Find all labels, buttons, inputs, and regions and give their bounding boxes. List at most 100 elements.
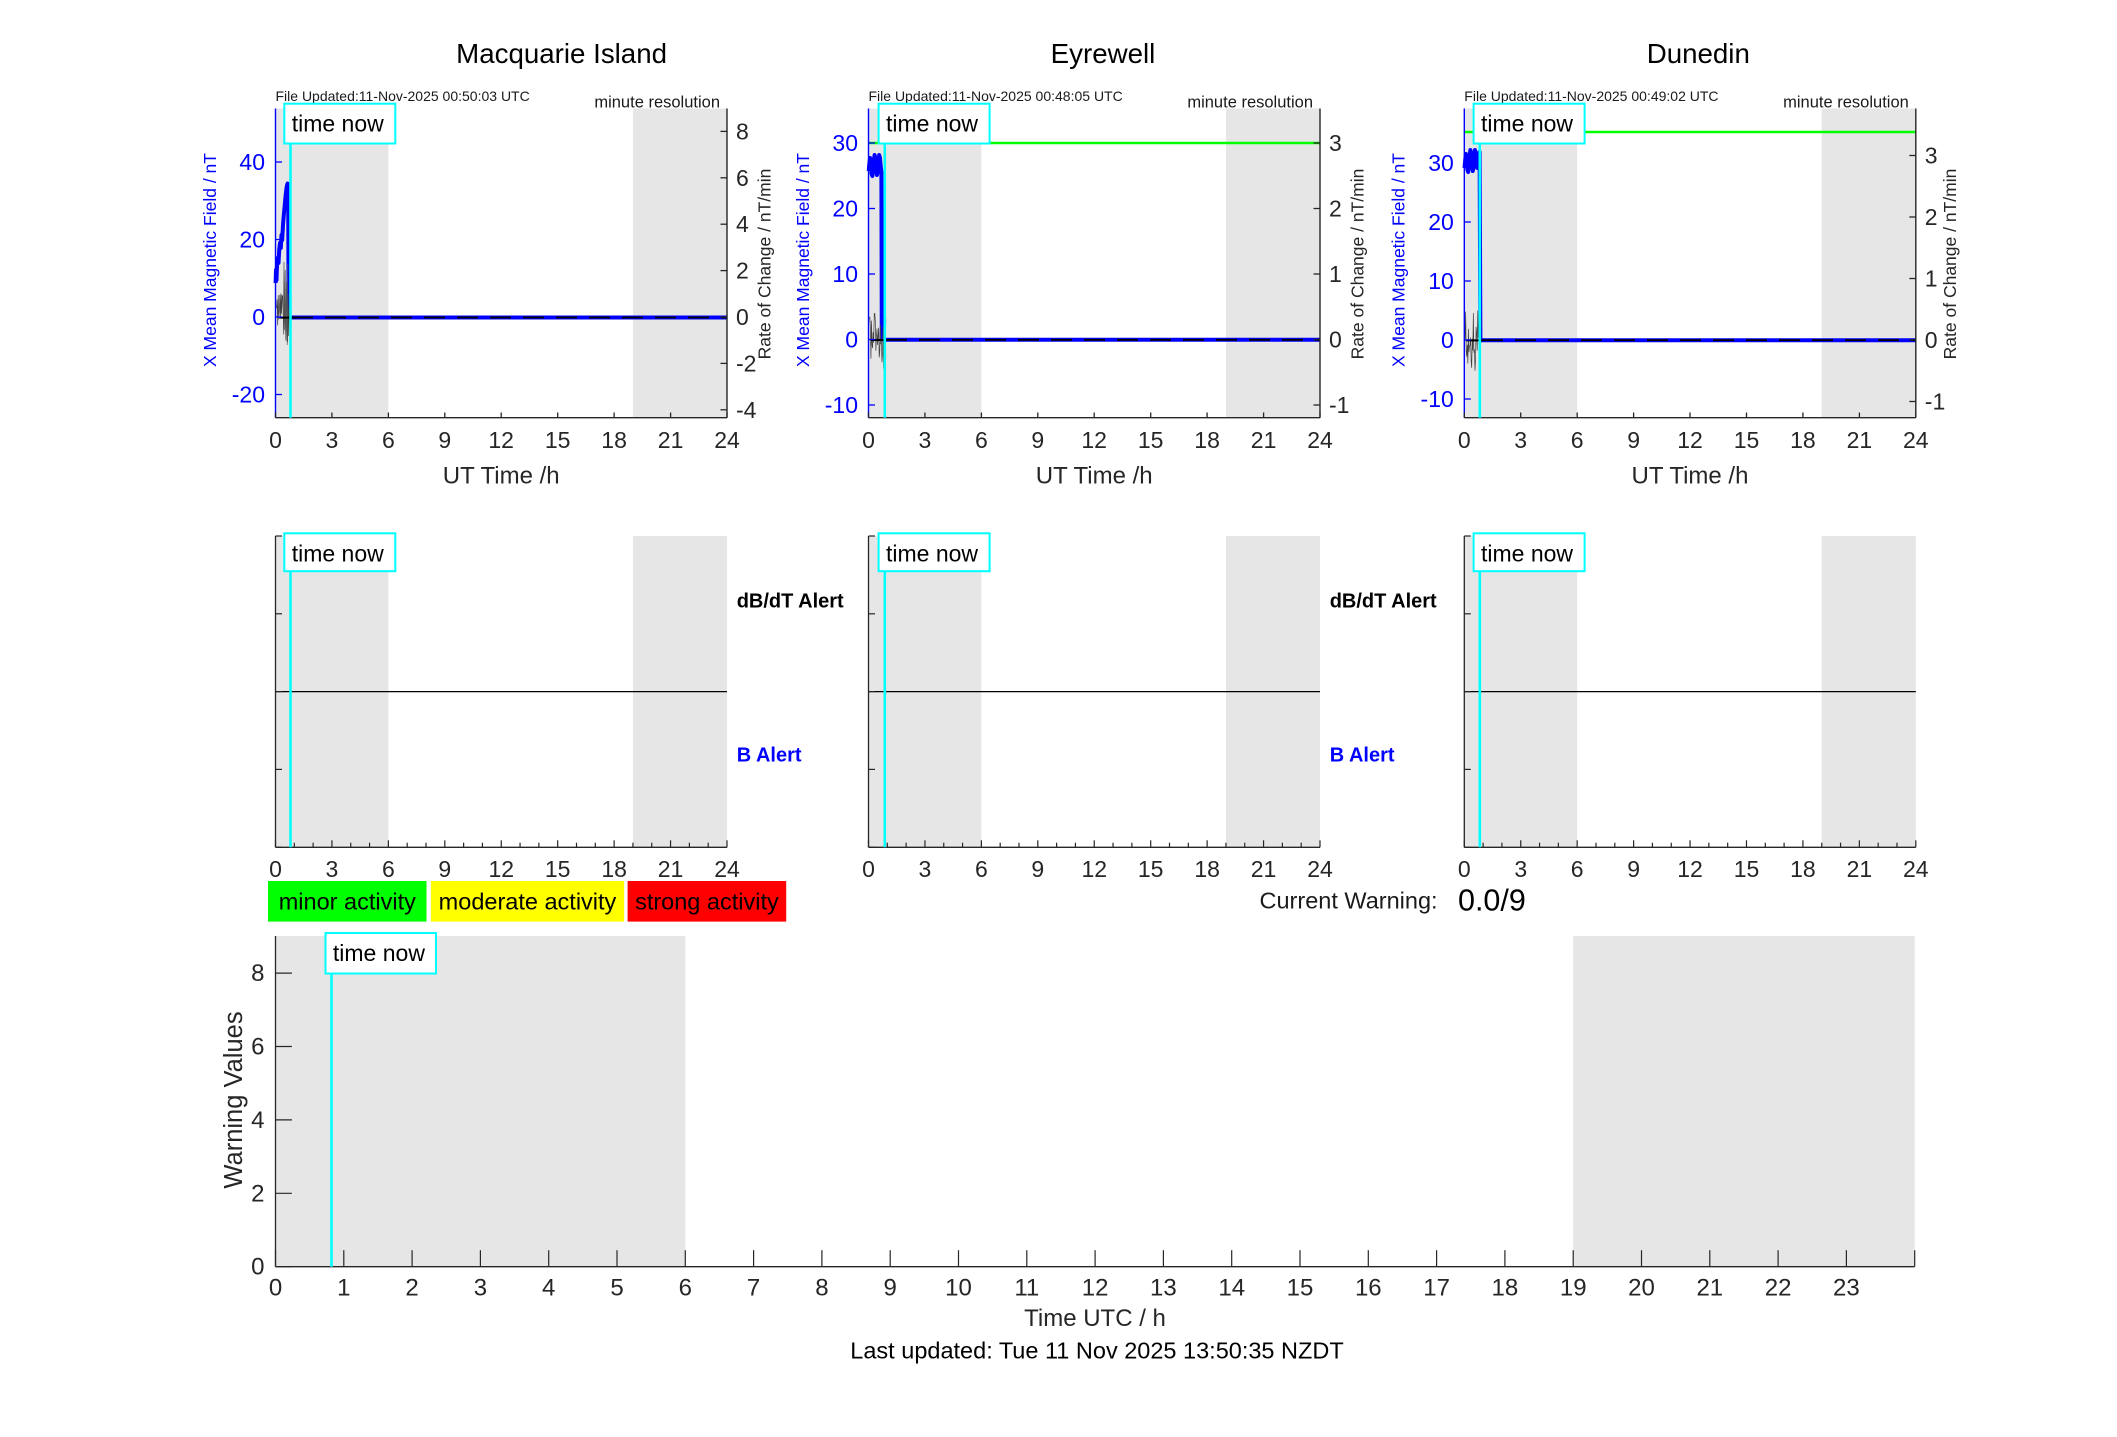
- svg-text:15: 15: [1734, 856, 1760, 882]
- svg-text:9: 9: [884, 1275, 897, 1302]
- svg-text:Eyrewell: Eyrewell: [1051, 38, 1156, 69]
- svg-text:B Alert: B Alert: [737, 745, 802, 767]
- svg-text:-1: -1: [1925, 389, 1945, 415]
- svg-text:21: 21: [1251, 427, 1277, 453]
- svg-text:6: 6: [736, 165, 749, 191]
- svg-text:time now: time now: [886, 540, 978, 566]
- svg-text:9: 9: [1031, 427, 1044, 453]
- svg-text:21: 21: [658, 856, 684, 882]
- svg-text:-20: -20: [232, 382, 265, 408]
- svg-text:18: 18: [601, 427, 627, 453]
- svg-text:30: 30: [1428, 150, 1454, 176]
- svg-text:9: 9: [438, 427, 451, 453]
- svg-text:12: 12: [1081, 856, 1107, 882]
- svg-text:18: 18: [1492, 1275, 1519, 1302]
- svg-text:24: 24: [1903, 856, 1929, 882]
- svg-text:24: 24: [1307, 427, 1333, 453]
- svg-text:minute resolution: minute resolution: [1783, 94, 1909, 112]
- svg-text:strong activity: strong activity: [635, 889, 779, 915]
- svg-text:6: 6: [679, 1275, 692, 1302]
- svg-text:15: 15: [545, 427, 571, 453]
- svg-text:File Updated:11-Nov-2025 00:49: File Updated:11-Nov-2025 00:49:02 UTC: [1464, 88, 1718, 104]
- svg-text:19: 19: [1560, 1275, 1587, 1302]
- svg-text:time now: time now: [1481, 540, 1573, 566]
- svg-text:20: 20: [239, 227, 265, 253]
- svg-text:time now: time now: [886, 111, 978, 137]
- svg-text:minute resolution: minute resolution: [1187, 94, 1313, 112]
- svg-text:11: 11: [1014, 1275, 1039, 1302]
- svg-text:3: 3: [474, 1275, 487, 1302]
- svg-text:6: 6: [1571, 856, 1584, 882]
- svg-text:16: 16: [1355, 1275, 1382, 1302]
- svg-text:0: 0: [862, 856, 875, 882]
- svg-text:13: 13: [1150, 1275, 1177, 1302]
- svg-text:21: 21: [658, 427, 684, 453]
- svg-text:UT Time /h: UT Time /h: [1036, 463, 1153, 490]
- svg-text:time now: time now: [292, 111, 384, 137]
- svg-text:2: 2: [405, 1275, 418, 1302]
- svg-text:1: 1: [1925, 266, 1938, 292]
- svg-text:12: 12: [1082, 1275, 1109, 1302]
- svg-text:5: 5: [610, 1275, 623, 1302]
- svg-text:15: 15: [1138, 427, 1164, 453]
- svg-text:3: 3: [1514, 427, 1527, 453]
- svg-text:dB/dT Alert: dB/dT Alert: [737, 591, 844, 613]
- svg-text:Dunedin: Dunedin: [1647, 38, 1750, 69]
- svg-text:Warning Values: Warning Values: [220, 1011, 248, 1188]
- svg-text:-2: -2: [736, 350, 756, 376]
- svg-text:20: 20: [1628, 1275, 1655, 1302]
- svg-text:14: 14: [1218, 1275, 1245, 1302]
- svg-text:9: 9: [1627, 856, 1640, 882]
- svg-text:0: 0: [845, 327, 858, 353]
- svg-text:Rate of Change / nT/min: Rate of Change / nT/min: [1348, 169, 1368, 360]
- svg-text:3: 3: [326, 856, 339, 882]
- svg-text:2: 2: [736, 258, 749, 284]
- svg-text:0: 0: [862, 427, 875, 453]
- svg-text:10: 10: [945, 1275, 972, 1302]
- svg-text:20: 20: [1428, 209, 1454, 235]
- svg-text:B Alert: B Alert: [1330, 745, 1395, 767]
- svg-text:2: 2: [1925, 204, 1938, 230]
- svg-text:18: 18: [1790, 856, 1816, 882]
- svg-text:4: 4: [251, 1107, 264, 1134]
- svg-text:-10: -10: [1421, 386, 1454, 412]
- svg-text:1: 1: [1329, 261, 1342, 287]
- svg-text:15: 15: [1734, 427, 1760, 453]
- svg-text:0.0/9: 0.0/9: [1458, 884, 1526, 918]
- svg-text:X Mean Magnetic Field / nT: X Mean Magnetic Field / nT: [1389, 153, 1409, 367]
- svg-text:21: 21: [1251, 856, 1277, 882]
- svg-text:21: 21: [1696, 1275, 1723, 1302]
- svg-text:-10: -10: [825, 392, 858, 418]
- svg-text:22: 22: [1765, 1275, 1792, 1302]
- svg-text:17: 17: [1423, 1275, 1450, 1302]
- svg-text:18: 18: [601, 856, 627, 882]
- svg-text:-1: -1: [1329, 392, 1349, 418]
- svg-text:3: 3: [1329, 130, 1342, 156]
- svg-text:0: 0: [1329, 327, 1342, 353]
- svg-text:24: 24: [1903, 427, 1929, 453]
- svg-text:6: 6: [975, 856, 988, 882]
- svg-text:15: 15: [1138, 856, 1164, 882]
- svg-text:UT Time /h: UT Time /h: [443, 463, 560, 490]
- svg-text:0: 0: [252, 304, 265, 330]
- svg-text:minute resolution: minute resolution: [594, 94, 720, 112]
- svg-text:8: 8: [736, 118, 749, 144]
- svg-text:X Mean Magnetic Field / nT: X Mean Magnetic Field / nT: [200, 153, 220, 367]
- svg-text:0: 0: [269, 427, 282, 453]
- svg-text:18: 18: [1194, 856, 1220, 882]
- svg-text:0: 0: [736, 304, 749, 330]
- svg-text:X Mean Magnetic Field / nT: X Mean Magnetic Field / nT: [793, 153, 813, 367]
- svg-text:15: 15: [545, 856, 571, 882]
- svg-text:0: 0: [1441, 327, 1454, 353]
- svg-text:Current Warning:: Current Warning:: [1260, 888, 1438, 914]
- svg-text:0: 0: [1458, 856, 1471, 882]
- svg-text:4: 4: [542, 1275, 555, 1302]
- svg-text:12: 12: [488, 856, 514, 882]
- svg-text:21: 21: [1847, 856, 1873, 882]
- svg-text:23: 23: [1833, 1275, 1860, 1302]
- svg-text:1: 1: [337, 1275, 350, 1302]
- svg-text:10: 10: [1428, 268, 1454, 294]
- svg-text:0: 0: [1458, 427, 1471, 453]
- svg-text:10: 10: [832, 261, 858, 287]
- svg-text:6: 6: [251, 1034, 264, 1061]
